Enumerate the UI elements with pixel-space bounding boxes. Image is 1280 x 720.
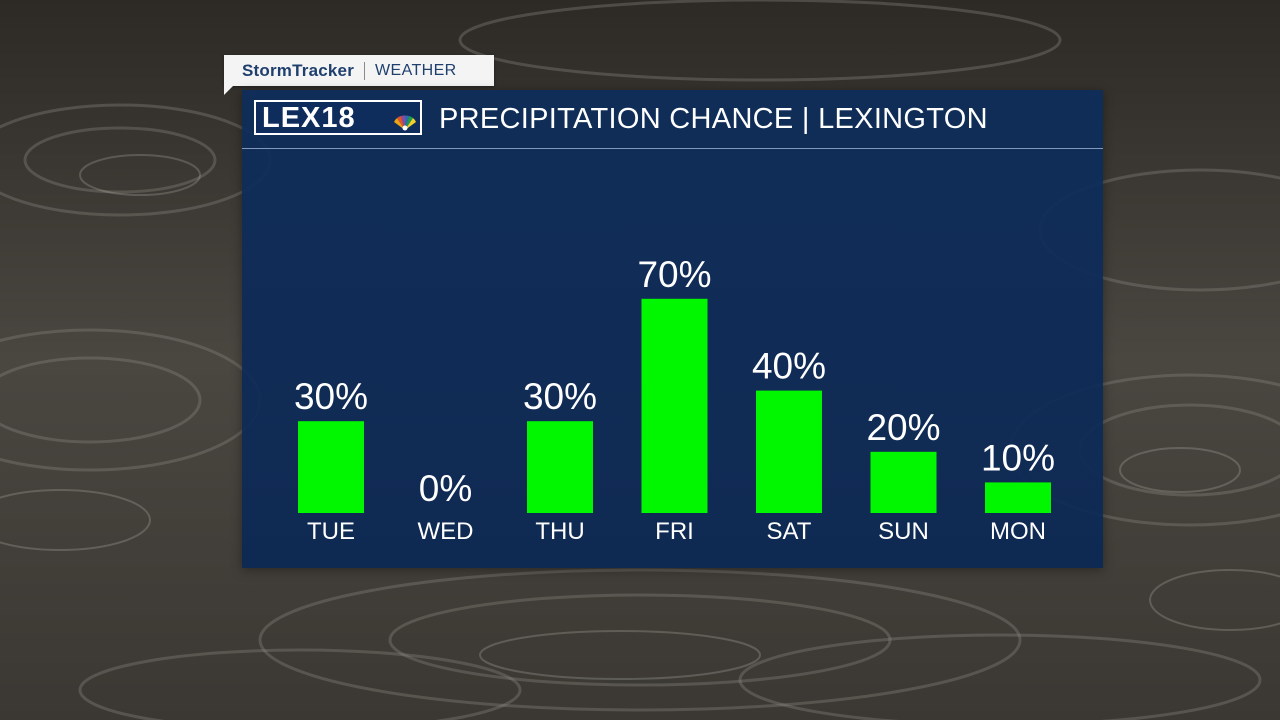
value-label-sat: 40%	[752, 346, 826, 387]
tab-divider	[364, 61, 366, 80]
nbc-peacock-icon	[394, 115, 416, 131]
day-label-wed: WED	[418, 518, 474, 545]
value-label-thu: 30%	[523, 376, 597, 417]
stormtracker-brand: StormTracker	[242, 60, 355, 80]
weather-section-label: WEATHER	[375, 61, 457, 79]
value-label-fri: 70%	[637, 254, 711, 295]
day-label-sat: SAT	[767, 518, 812, 545]
forecast-panel: LEX18 PRECIPITATION CHANCE | LEXINGTON 3…	[242, 90, 1103, 568]
day-label-mon: MON	[990, 518, 1046, 545]
bar-mon	[985, 482, 1051, 513]
value-label-wed: 0%	[419, 468, 472, 509]
value-label-mon: 10%	[981, 437, 1055, 478]
day-label-tue: TUE	[307, 518, 355, 545]
panel-title: PRECIPITATION CHANCE | LEXINGTON	[439, 103, 988, 135]
value-label-tue: 30%	[294, 376, 368, 417]
bar-fri	[641, 298, 708, 513]
precipitation-bar-chart: 30% TUE 0% WED 30% THU 70% FRI 40% SAT 20% SUN 10% MO…	[294, 254, 1055, 545]
lex18-logo: LEX18	[254, 100, 422, 135]
day-label-thu: THU	[535, 518, 584, 545]
bar-thu	[527, 421, 593, 513]
bar-sat	[756, 390, 822, 513]
value-label-sun: 20%	[866, 407, 940, 448]
day-label-fri: FRI	[655, 518, 694, 545]
lex18-logo-text: LEX18	[262, 102, 356, 134]
day-label-sun: SUN	[878, 518, 929, 545]
stormtracker-tab: StormTracker WEATHER	[224, 55, 494, 95]
bar-sun	[870, 451, 937, 513]
panel-header: LEX18 PRECIPITATION CHANCE | LEXINGTON	[242, 90, 1103, 149]
bar-tue	[298, 421, 364, 513]
